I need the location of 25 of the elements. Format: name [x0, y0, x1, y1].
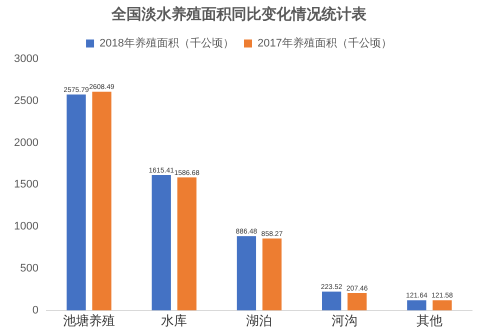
bar	[432, 300, 452, 310]
legend-label: 2018年养殖面积（千公顷）	[100, 36, 234, 50]
y-tick-label: 1000	[14, 220, 38, 233]
bar	[66, 94, 86, 310]
x-tick-label: 湖泊	[246, 312, 272, 328]
bar	[152, 175, 171, 310]
legend-label: 2017年养殖面积（千公顷）	[258, 36, 392, 50]
y-tick-label: 0	[32, 304, 38, 316]
y-tick-label: 2500	[14, 94, 38, 107]
bar	[92, 92, 112, 310]
y-tick-label: 1500	[14, 178, 38, 191]
y-tick-label: 500	[20, 262, 38, 275]
x-tick-label: 河沟	[331, 312, 358, 328]
y-tick-label: 2000	[14, 136, 38, 149]
bar	[177, 177, 196, 310]
bar	[262, 238, 282, 310]
bar	[236, 236, 256, 310]
chart-title: 全国淡水养殖面积同比变化情况统计表	[110, 5, 368, 24]
bar	[407, 300, 426, 310]
x-tick-label: 池塘养殖	[63, 312, 116, 328]
x-tick-label: 水库	[161, 312, 188, 328]
x-tick-label: 其他	[416, 312, 442, 328]
bar	[348, 293, 367, 310]
bar	[322, 292, 342, 310]
y-tick-label: 3000	[14, 53, 38, 66]
